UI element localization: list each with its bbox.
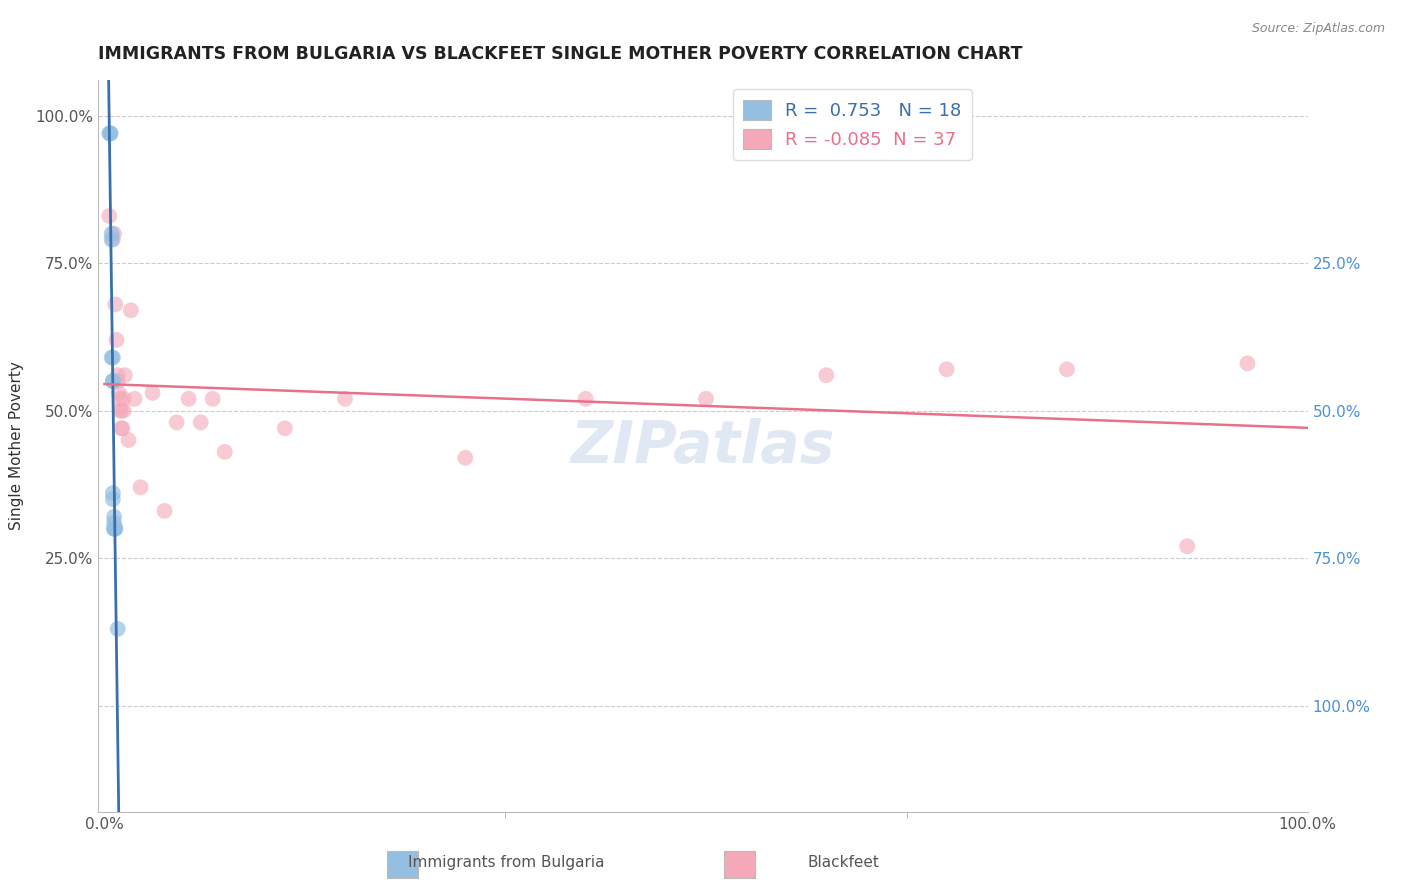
Point	[103, 509, 125, 524]
Point	[120, 303, 142, 318]
Point	[101, 374, 124, 388]
Text: Immigrants from Bulgaria: Immigrants from Bulgaria	[408, 855, 605, 870]
Point	[112, 392, 135, 406]
Point	[190, 416, 212, 430]
Point	[108, 403, 131, 417]
Point	[1056, 362, 1078, 376]
Point	[575, 392, 598, 406]
Point	[166, 416, 188, 430]
Point	[98, 127, 121, 141]
Point	[333, 392, 356, 406]
Legend: R =  0.753   N = 18, R = -0.085  N = 37: R = 0.753 N = 18, R = -0.085 N = 37	[733, 89, 972, 160]
Point	[101, 492, 124, 507]
Point	[104, 522, 127, 536]
Point	[454, 450, 477, 465]
Point	[201, 392, 224, 406]
Point	[108, 392, 131, 406]
Point	[101, 486, 124, 500]
Point	[104, 297, 127, 311]
Point	[1236, 356, 1258, 370]
Point	[100, 233, 122, 247]
Point	[214, 445, 236, 459]
Point	[101, 374, 124, 388]
Point	[1175, 539, 1198, 553]
Point	[110, 421, 132, 435]
Point	[107, 368, 129, 383]
Point	[129, 480, 152, 494]
Point	[815, 368, 838, 383]
Point	[98, 209, 121, 223]
Point	[100, 127, 122, 141]
Point	[153, 504, 176, 518]
Point	[177, 392, 200, 406]
Point	[142, 385, 165, 400]
Point	[103, 516, 125, 530]
Text: Blackfeet: Blackfeet	[807, 855, 880, 870]
Point	[101, 351, 124, 365]
Text: IMMIGRANTS FROM BULGARIA VS BLACKFEET SINGLE MOTHER POVERTY CORRELATION CHART: IMMIGRANTS FROM BULGARIA VS BLACKFEET SI…	[98, 45, 1024, 63]
Point	[107, 622, 129, 636]
Point	[103, 522, 125, 536]
Text: ZIPatlas: ZIPatlas	[571, 417, 835, 475]
Point	[100, 351, 122, 365]
Point	[104, 522, 127, 536]
Point	[100, 127, 122, 141]
Point	[100, 227, 122, 241]
Point	[112, 403, 135, 417]
Point	[274, 421, 297, 435]
Point	[695, 392, 717, 406]
Y-axis label: Single Mother Poverty: Single Mother Poverty	[10, 361, 24, 531]
Point	[107, 374, 129, 388]
Point	[103, 522, 125, 536]
Point	[111, 421, 134, 435]
Point	[935, 362, 957, 376]
Text: Source: ZipAtlas.com: Source: ZipAtlas.com	[1251, 22, 1385, 36]
Point	[108, 385, 131, 400]
Point	[105, 333, 128, 347]
Point	[110, 403, 132, 417]
Point	[114, 368, 136, 383]
Point	[101, 233, 124, 247]
Point	[103, 227, 125, 241]
Point	[124, 392, 146, 406]
Point	[117, 433, 139, 447]
